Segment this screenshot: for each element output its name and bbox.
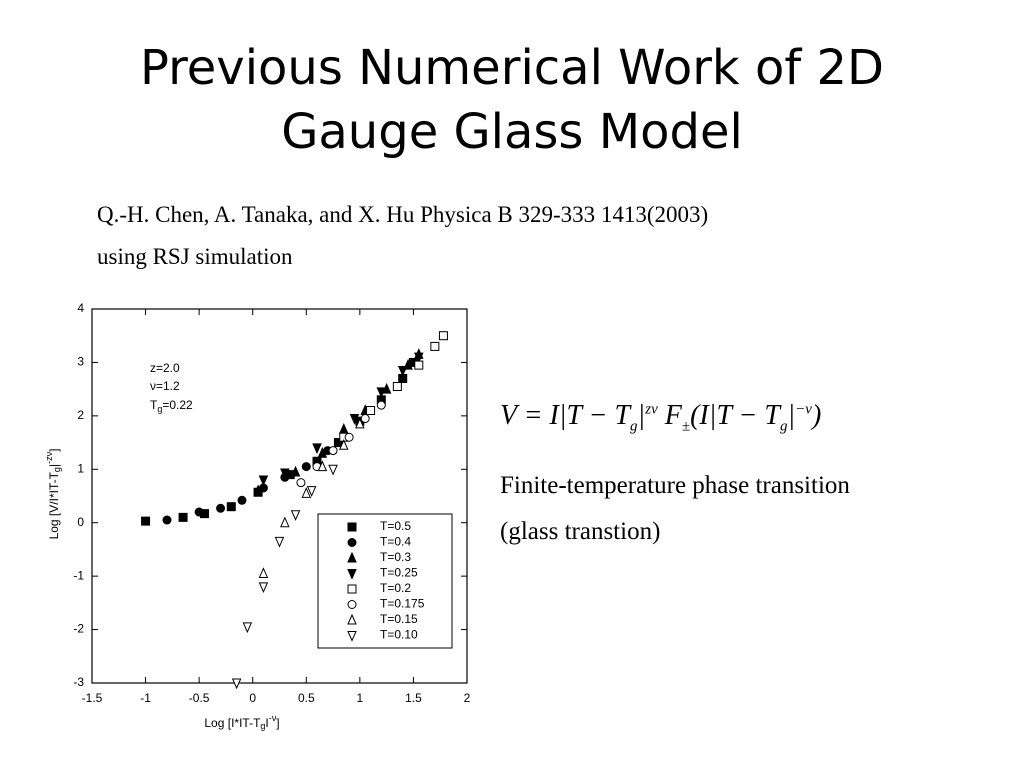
data-point [280, 516, 290, 528]
data-point [296, 478, 306, 488]
annotation: ν=1.2 [150, 379, 180, 393]
data-point [290, 465, 301, 477]
y-tick-label: 4 [77, 301, 84, 315]
data-point [328, 446, 338, 456]
legend-marker [347, 522, 357, 532]
legend-marker [347, 613, 357, 625]
data-point [306, 486, 317, 497]
legend-label: T=0.2 [380, 581, 411, 595]
plot-frame [91, 308, 468, 684]
data-point [349, 414, 360, 425]
data-point [280, 468, 290, 480]
annotation: z=2.0 [150, 361, 180, 375]
legend-label: T=0.10 [380, 628, 418, 642]
legend-label: T=0.175 [380, 597, 425, 611]
y-tick-label: -3 [73, 675, 84, 689]
y-tick-label: -2 [73, 622, 84, 636]
x-tick-label: -0.5 [189, 691, 210, 705]
equation: V = I|T − Tg|zν F±(I|T − Tg|−ν) [500, 400, 822, 435]
data-point [360, 414, 370, 424]
data-point [301, 487, 312, 498]
data-point [162, 515, 172, 525]
data-point [397, 365, 408, 377]
x-tick-label: 2 [464, 691, 471, 705]
annotation: Tg=0.22 [150, 398, 193, 414]
title-line: Previous Numerical Work of 2D [139, 40, 885, 96]
data-point [226, 502, 236, 512]
data-point [194, 507, 204, 517]
data-point [141, 516, 151, 526]
data-point [339, 422, 349, 434]
note: (glass transtion) [500, 518, 661, 545]
legend-marker [347, 569, 357, 580]
data-point [231, 678, 242, 690]
note: Finite-temperature phase transition [500, 472, 850, 499]
data-point [344, 432, 354, 442]
data-point [414, 360, 424, 370]
data-point [178, 512, 188, 522]
data-point [328, 464, 338, 476]
data-point [258, 475, 269, 487]
citation: Q.-H. Chen, A. Tanaka, and X. Hu Physica… [97, 202, 709, 227]
x-tick-label: 0.5 [298, 691, 315, 705]
data-point [414, 352, 424, 364]
legend-label: T=0.5 [380, 519, 411, 533]
x-tick-label: 0 [249, 691, 256, 705]
data-point [430, 341, 440, 351]
x-axis-label: Log [I*IT-TgI-ν] [204, 713, 279, 731]
data-point [237, 495, 247, 505]
data-point [317, 447, 328, 458]
y-tick-label: 1 [77, 461, 84, 475]
y-tick-label: -1 [73, 568, 84, 582]
legend-marker [347, 600, 357, 609]
legend-label: T=0.25 [380, 566, 418, 580]
data-point [438, 331, 448, 341]
citation: using RSJ simulation [97, 244, 293, 269]
data-point [339, 439, 349, 450]
x-tick-label: 1.5 [405, 691, 422, 705]
legend-marker [347, 631, 357, 642]
title-line: Gauge Glass Model [281, 104, 743, 160]
y-axis-label: Log [V/I*IT-Tg|-zν] [44, 449, 62, 540]
legend-marker [347, 551, 357, 563]
data-point [301, 462, 311, 472]
data-point [274, 536, 285, 548]
data-point [290, 510, 301, 521]
y-tick-label: 2 [77, 408, 84, 422]
x-tick-label: 1 [357, 691, 364, 705]
legend-marker [347, 584, 357, 594]
x-tick-label: -1 [140, 691, 151, 705]
data-point [216, 503, 226, 513]
y-tick-label: 0 [77, 515, 84, 529]
data-point [376, 387, 387, 399]
data-point [258, 567, 269, 578]
data-point [355, 417, 365, 429]
legend-marker [347, 538, 357, 547]
data-point [253, 484, 263, 496]
slide-title: Previous Numerical Work of 2D Gauge Glass… [0, 36, 1024, 164]
legend-label: T=0.4 [380, 535, 411, 549]
data-point [242, 622, 253, 634]
legend-label: T=0.15 [380, 612, 418, 626]
x-tick-label: -1.5 [82, 691, 103, 705]
data-point [392, 381, 402, 391]
data-point [317, 460, 328, 472]
data-point [258, 582, 269, 594]
data-point [366, 406, 376, 416]
y-tick-label: 3 [77, 355, 84, 369]
legend-box [317, 513, 453, 649]
data-point [376, 400, 386, 410]
data-point [312, 443, 322, 455]
legend-label: T=0.3 [380, 550, 411, 564]
